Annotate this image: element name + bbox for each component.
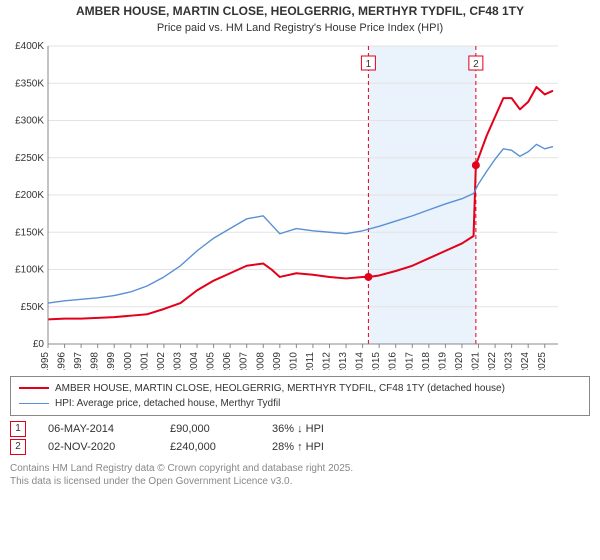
svg-text:2016: 2016: [388, 351, 399, 369]
svg-text:1995: 1995: [40, 351, 51, 369]
page-title: AMBER HOUSE, MARTIN CLOSE, HEOLGERRIG, M…: [6, 4, 594, 20]
svg-text:2013: 2013: [338, 351, 349, 369]
sale-record-row: 2 02-NOV-2020 £240,000 28% ↑ HPI: [10, 438, 590, 456]
svg-text:2018: 2018: [421, 351, 432, 369]
svg-text:2020: 2020: [454, 351, 465, 369]
svg-text:2014: 2014: [355, 351, 366, 369]
sale-records: 1 06-MAY-2014 £90,000 36% ↓ HPI 2 02-NOV-2020…: [10, 420, 590, 456]
svg-text:2005: 2005: [206, 351, 217, 369]
svg-text:2022: 2022: [487, 351, 498, 369]
svg-text:2000: 2000: [123, 351, 134, 369]
footnote-line-1: Contains HM Land Registry data © Crown c…: [10, 463, 353, 474]
legend-box: AMBER HOUSE, MARTIN CLOSE, HEOLGERRIG, M…: [10, 376, 590, 416]
svg-text:2003: 2003: [172, 351, 183, 369]
legend-swatch: [19, 387, 49, 389]
svg-text:1: 1: [366, 59, 372, 70]
svg-text:2: 2: [473, 59, 479, 70]
price-chart: £0 £50K £100K £150K £200K £250K £300K £350K £400…: [6, 40, 594, 370]
svg-text:2025: 2025: [537, 351, 548, 369]
svg-text:2012: 2012: [321, 351, 332, 369]
svg-text:1997: 1997: [73, 351, 84, 369]
svg-text:2021: 2021: [471, 351, 482, 369]
svg-text:2023: 2023: [504, 351, 515, 369]
svg-text:2009: 2009: [272, 351, 283, 369]
svg-text:2004: 2004: [189, 351, 200, 369]
sale-record-row: 1 06-MAY-2014 £90,000 36% ↓ HPI: [10, 420, 590, 438]
svg-text:2024: 2024: [520, 351, 531, 369]
svg-text:2011: 2011: [305, 351, 316, 369]
svg-text:£350K: £350K: [15, 78, 44, 89]
sale-hpi-diff: 28% ↑ HPI: [272, 441, 362, 453]
svg-text:2015: 2015: [371, 351, 382, 369]
svg-text:£300K: £300K: [15, 115, 44, 126]
svg-text:2002: 2002: [156, 351, 167, 369]
legend-row: HPI: Average price, detached house, Mert…: [19, 396, 581, 411]
svg-text:1999: 1999: [106, 351, 117, 369]
svg-text:2006: 2006: [222, 351, 233, 369]
footnote: Contains HM Land Registry data © Crown c…: [10, 462, 590, 488]
svg-text:2017: 2017: [404, 351, 415, 369]
svg-text:£50K: £50K: [21, 301, 45, 312]
svg-text:£0: £0: [33, 339, 45, 350]
sale-price: £90,000: [170, 423, 250, 435]
svg-text:£100K: £100K: [15, 264, 44, 275]
svg-text:1996: 1996: [57, 351, 68, 369]
svg-text:2001: 2001: [139, 351, 150, 369]
legend-swatch: [19, 403, 49, 404]
svg-text:£400K: £400K: [15, 41, 44, 52]
page-subtitle: Price paid vs. HM Land Registry's House …: [6, 22, 594, 34]
svg-text:£200K: £200K: [15, 190, 44, 201]
legend-row: AMBER HOUSE, MARTIN CLOSE, HEOLGERRIG, M…: [19, 381, 581, 396]
svg-text:1998: 1998: [90, 351, 101, 369]
footnote-line-2: This data is licensed under the Open Gov…: [10, 476, 292, 487]
sale-price: £240,000: [170, 441, 250, 453]
svg-text:2007: 2007: [239, 351, 250, 369]
sale-hpi-diff: 36% ↓ HPI: [272, 423, 362, 435]
sale-marker-number: 1: [10, 421, 26, 437]
svg-text:2019: 2019: [437, 351, 448, 369]
chart-svg: £0 £50K £100K £150K £200K £250K £300K £350K £400…: [6, 40, 566, 370]
legend-label: HPI: Average price, detached house, Mert…: [55, 396, 280, 411]
svg-text:2010: 2010: [288, 351, 299, 369]
sale-date: 06-MAY-2014: [48, 423, 148, 435]
sale-date: 02-NOV-2020: [48, 441, 148, 453]
svg-text:2008: 2008: [255, 351, 266, 369]
svg-text:£150K: £150K: [15, 227, 44, 238]
legend-label: AMBER HOUSE, MARTIN CLOSE, HEOLGERRIG, M…: [55, 381, 505, 396]
sale-marker-number: 2: [10, 439, 26, 455]
svg-text:£250K: £250K: [15, 152, 44, 163]
